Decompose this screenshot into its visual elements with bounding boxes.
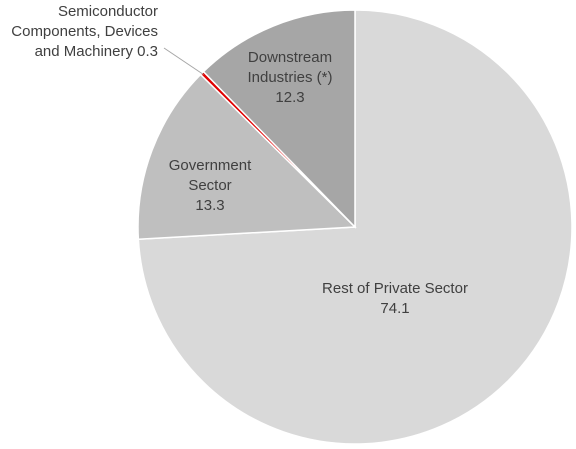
label-line: Semiconductor [58,3,158,20]
slice-label: Downstream Industries (*) 12.3 [247,49,332,106]
pie-slice [202,9,356,229]
slice-label: Semiconductor Components, Devices and Mach… [11,3,158,60]
label-line: Government [169,157,252,174]
value-label: 13.3 [195,197,224,214]
value-label: 12.3 [275,89,304,106]
value-label: 0.3 [137,43,158,60]
label-line: Components, Devices [11,23,158,40]
label-line: Sector [188,177,231,194]
label-line: Industries (*) [247,69,332,86]
label-line: and Machinery [35,43,134,60]
slice-label: Rest of Private Sector 74.1 [322,280,468,317]
leader-line [163,47,204,75]
label-line: Downstream [248,49,332,66]
label-line: Rest of Private Sector [322,280,468,297]
value-label: 74.1 [380,300,409,317]
slice-label: Government Sector 13.3 [169,157,252,214]
pie-slice [137,73,357,241]
